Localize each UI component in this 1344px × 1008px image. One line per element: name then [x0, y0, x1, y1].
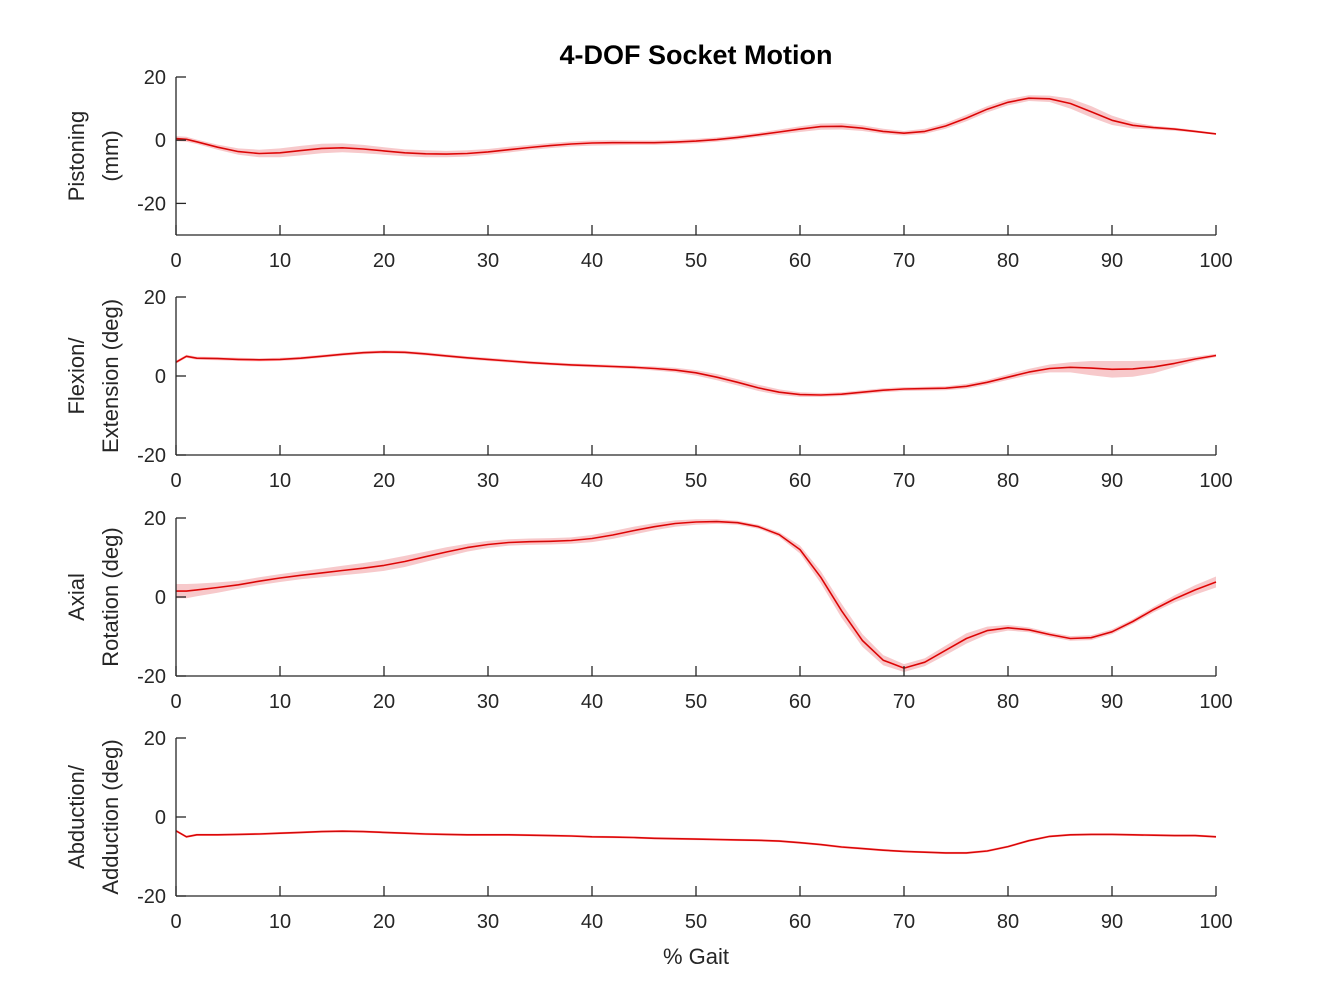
x-tick-label: 20	[373, 470, 395, 492]
x-tick-label: 50	[685, 470, 707, 492]
x-axis-label: % Gait	[663, 944, 729, 969]
mean-line-core	[176, 521, 1217, 669]
x-tick-label: 60	[789, 911, 811, 933]
x-tick-label: 80	[997, 691, 1019, 713]
x-tick-label: 70	[893, 250, 915, 272]
y-tick-label: 0	[155, 587, 166, 609]
y-tick-label: 20	[144, 508, 166, 530]
subplot-1: 0 10 20 30 40 50 60 70 80 90 100 -20 0 20 Pistoning (mm…	[64, 67, 1233, 272]
y-tick-label: 0	[155, 366, 166, 388]
mean-line-core	[175, 351, 1217, 396]
x-tick-label: 60	[789, 691, 811, 713]
x-tick-label: 0	[170, 470, 181, 492]
y-axis-label: Rotation (deg)	[98, 527, 123, 666]
y-tick-label: -20	[137, 193, 166, 215]
std-band	[176, 829, 1216, 855]
x-tick-label: 50	[685, 911, 707, 933]
x-tick-label: 30	[477, 911, 499, 933]
x-tick-label: 50	[685, 250, 707, 272]
subplot-2: 0 10 20 30 40 50 60 70 80 90 100-20020Flexion/Exte…	[64, 287, 1233, 492]
mean-line	[176, 520, 1217, 669]
x-tick-label: 20	[373, 691, 395, 713]
x-tick-label: 10	[269, 470, 291, 492]
x-tick-label: 80	[997, 470, 1019, 492]
y-tick-label: 0	[155, 130, 166, 152]
x-tick-label: 60	[789, 250, 811, 272]
x-tick-label: 90	[1101, 250, 1123, 272]
x-tick-label: 70	[893, 470, 915, 492]
y-tick-label: 20	[144, 67, 166, 89]
subplot-4: 0 10 20 30 40 50 60 70 80 90 100-20020Abduction/Ad…	[64, 728, 1233, 933]
mean-line	[175, 351, 1217, 396]
x-tick-label: 90	[1101, 691, 1123, 713]
x-tick-label: 100	[1199, 250, 1232, 272]
x-tick-label: 70	[893, 911, 915, 933]
x-tick-label: 30	[477, 470, 499, 492]
x-tick-label: 40	[581, 250, 603, 272]
x-tick-label: 40	[581, 691, 603, 713]
x-tick-label: 70	[893, 691, 915, 713]
y-axis-label: Abduction/	[64, 764, 89, 869]
x-tick-label: 40	[581, 911, 603, 933]
x-tick-label: 20	[373, 911, 395, 933]
mean-line	[175, 830, 1217, 854]
x-tick-label: 80	[997, 250, 1019, 272]
y-tick-label: -20	[137, 445, 166, 467]
x-tick-label: 10	[269, 911, 291, 933]
y-tick-label: 0	[155, 807, 166, 829]
x-tick-label: 50	[685, 691, 707, 713]
y-axis-label: Extension (deg)	[98, 299, 123, 453]
std-band	[176, 519, 1216, 672]
x-tick-label: 100	[1199, 691, 1232, 713]
y-axis-label: (mm)	[98, 130, 123, 181]
y-axis-label: Pistoning	[64, 111, 89, 202]
x-tick-label: 90	[1101, 470, 1123, 492]
x-tick-label: 40	[581, 470, 603, 492]
x-tick-label: 0	[170, 691, 181, 713]
y-tick-label: -20	[137, 886, 166, 908]
x-tick-label: 30	[477, 250, 499, 272]
y-tick-label: 20	[144, 287, 166, 309]
x-tick-label: 90	[1101, 911, 1123, 933]
mean-line-core	[175, 97, 1217, 155]
x-tick-label: 20	[373, 250, 395, 272]
x-tick-label: 100	[1199, 911, 1232, 933]
x-tick-label: 100	[1199, 470, 1232, 492]
x-tick-label: 60	[789, 470, 811, 492]
y-axis-label: Flexion/	[64, 337, 89, 415]
x-tick-label: 80	[997, 911, 1019, 933]
y-axis-label: Adduction (deg)	[98, 739, 123, 894]
y-tick-label: 20	[144, 728, 166, 750]
chart-title: 4-DOF Socket Motion	[559, 40, 832, 70]
mean-line-core	[175, 830, 1217, 854]
x-tick-label: 10	[269, 691, 291, 713]
y-axis-label: Axial	[64, 573, 89, 621]
x-tick-label: 30	[477, 691, 499, 713]
x-tick-label: 10	[269, 250, 291, 272]
x-tick-label: 0	[170, 911, 181, 933]
std-band	[176, 95, 1216, 158]
y-tick-label: -20	[137, 666, 166, 688]
x-tick-label: 0	[170, 250, 181, 272]
